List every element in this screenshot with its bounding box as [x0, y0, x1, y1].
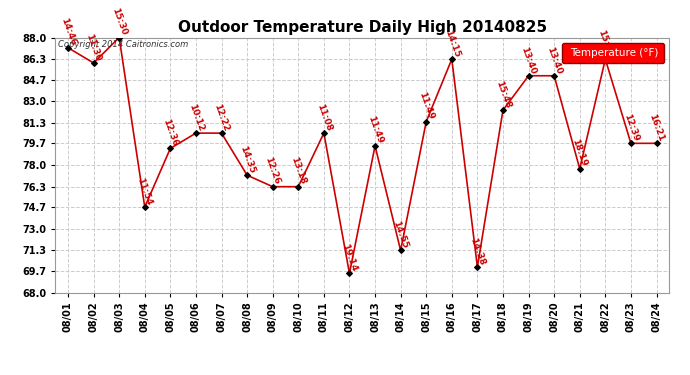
Text: 13:40: 13:40 — [545, 45, 563, 75]
Text: 11:30: 11:30 — [84, 33, 103, 62]
Point — [523, 73, 534, 79]
Text: Copyright 2014 Caitronics.com: Copyright 2014 Caitronics.com — [58, 40, 188, 49]
Text: 14:46: 14:46 — [59, 17, 77, 47]
Text: 14:35: 14:35 — [238, 144, 256, 175]
Point — [549, 73, 560, 79]
Legend: Temperature (°F): Temperature (°F) — [562, 43, 664, 63]
Text: 14:55: 14:55 — [391, 220, 410, 250]
Point — [395, 248, 406, 254]
Point — [421, 118, 432, 124]
Point — [241, 172, 253, 178]
Point — [446, 56, 457, 62]
Point — [574, 166, 585, 172]
Text: 10:12: 10:12 — [187, 103, 205, 132]
Text: 11:49: 11:49 — [366, 115, 384, 145]
Point — [114, 34, 125, 40]
Point — [370, 143, 381, 149]
Text: 18:19: 18:19 — [571, 138, 589, 168]
Point — [600, 56, 611, 62]
Text: 13:18: 13:18 — [289, 156, 308, 186]
Text: 15:48: 15:48 — [494, 80, 512, 110]
Point — [63, 45, 74, 51]
Text: 12:22: 12:22 — [213, 102, 230, 132]
Text: 12:26: 12:26 — [264, 156, 282, 186]
Text: 13:40: 13:40 — [520, 45, 538, 75]
Text: 14:15: 14:15 — [443, 28, 461, 58]
Text: 12:39: 12:39 — [622, 112, 640, 143]
Point — [497, 107, 509, 113]
Point — [318, 130, 329, 136]
Text: 15:00: 15:00 — [596, 29, 614, 58]
Point — [190, 130, 201, 136]
Text: 11:49: 11:49 — [417, 91, 435, 121]
Text: 19:14: 19:14 — [340, 243, 359, 273]
Text: 14:38: 14:38 — [469, 236, 486, 266]
Point — [139, 204, 150, 210]
Text: 16:21: 16:21 — [647, 113, 666, 143]
Point — [88, 60, 99, 66]
Text: 15:30: 15:30 — [110, 7, 128, 37]
Point — [216, 130, 227, 136]
Point — [293, 184, 304, 190]
Text: 11:08: 11:08 — [315, 103, 333, 132]
Point — [651, 140, 662, 146]
Point — [165, 146, 176, 152]
Text: 12:36: 12:36 — [161, 118, 179, 148]
Point — [472, 264, 483, 270]
Text: 11:54: 11:54 — [136, 176, 154, 207]
Point — [344, 270, 355, 276]
Point — [267, 184, 278, 190]
Point — [625, 140, 636, 146]
Title: Outdoor Temperature Daily High 20140825: Outdoor Temperature Daily High 20140825 — [178, 20, 546, 35]
